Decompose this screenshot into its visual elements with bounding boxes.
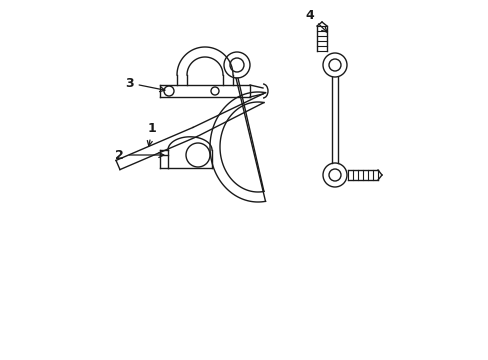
Text: 4: 4 [305,9,326,32]
Text: 1: 1 [147,122,157,146]
Text: 3: 3 [125,77,164,92]
Text: 2: 2 [115,149,163,162]
